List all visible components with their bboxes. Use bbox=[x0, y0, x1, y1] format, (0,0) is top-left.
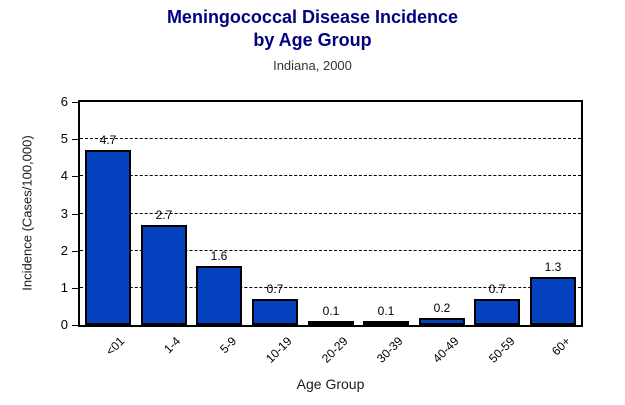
x-tick-label: 1-4 bbox=[161, 334, 184, 357]
y-tick-mark bbox=[72, 176, 79, 178]
bar-value-label: 2.7 bbox=[155, 208, 173, 222]
y-tick-label: 3 bbox=[60, 205, 68, 221]
gridline bbox=[80, 138, 581, 140]
bar bbox=[363, 321, 409, 325]
x-tick-label: 60+ bbox=[548, 334, 574, 359]
x-tick-label: 50-59 bbox=[485, 334, 518, 366]
bar-value-label: 0.1 bbox=[377, 304, 395, 318]
x-axis-title: Age Group bbox=[296, 376, 365, 392]
x-tick-label: 20-29 bbox=[318, 334, 351, 366]
bar bbox=[474, 299, 520, 325]
y-tick-mark bbox=[72, 325, 79, 326]
bar bbox=[141, 225, 187, 325]
chart-subtitle: Indiana, 2000 bbox=[273, 58, 352, 73]
y-tick-label: 5 bbox=[60, 131, 68, 147]
gridline bbox=[80, 175, 581, 177]
gridline bbox=[80, 286, 581, 288]
x-tick-label: <01 bbox=[103, 334, 128, 359]
y-tick-mark bbox=[72, 250, 79, 252]
x-tick-label: 10-19 bbox=[263, 334, 295, 366]
bar bbox=[419, 318, 465, 325]
chart-title-line2: by Age Group bbox=[253, 30, 372, 50]
plot-area bbox=[78, 100, 583, 327]
gridline bbox=[80, 212, 581, 214]
bar-value-label: 1.6 bbox=[210, 249, 228, 263]
bar-value-label: 0.7 bbox=[488, 282, 506, 296]
y-tick-label: 1 bbox=[60, 279, 68, 295]
x-tick-label: 40-49 bbox=[430, 334, 462, 366]
bar-value-label: 1.3 bbox=[544, 260, 562, 274]
bar-value-label: 0.7 bbox=[266, 282, 284, 296]
bar-value-label: 0.1 bbox=[322, 304, 340, 318]
y-tick-label: 2 bbox=[60, 242, 68, 258]
bar bbox=[85, 150, 131, 325]
bar-value-label: 0.2 bbox=[433, 301, 451, 315]
bar-value-label: 4.7 bbox=[99, 133, 117, 147]
bar bbox=[252, 299, 298, 325]
y-tick-mark bbox=[72, 287, 79, 289]
y-tick-label: 6 bbox=[60, 94, 68, 109]
bar bbox=[196, 266, 242, 325]
chart-title: Meningococcal Disease Incidence by Age G… bbox=[0, 6, 625, 52]
x-tick-label: 30-39 bbox=[374, 334, 407, 366]
bar bbox=[308, 321, 354, 325]
y-tick-label: 4 bbox=[60, 168, 68, 184]
y-tick-mark bbox=[72, 102, 79, 103]
y-tick-mark bbox=[72, 139, 79, 141]
chart-title-line1: Meningococcal Disease Incidence bbox=[166, 7, 459, 27]
y-tick-mark bbox=[72, 213, 79, 215]
y-tick-label: 0 bbox=[60, 317, 68, 332]
y-axis-title: Incidence (Cases/100,000) bbox=[19, 135, 35, 291]
bar bbox=[530, 277, 576, 325]
x-tick-label: 5-9 bbox=[216, 334, 240, 357]
gridline bbox=[80, 249, 581, 251]
